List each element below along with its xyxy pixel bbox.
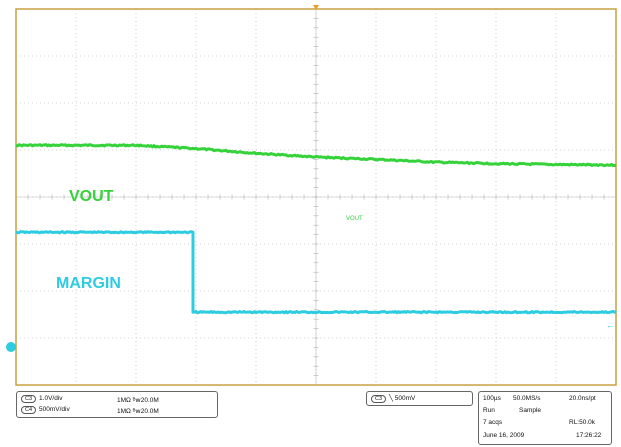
- timebase: 100µs: [483, 395, 501, 402]
- channel-ground-marker: [6, 342, 16, 352]
- run-state: Run: [483, 407, 495, 414]
- trigger-level-arrow-icon: ←: [606, 320, 615, 330]
- ch4-bandwidth: 20.0M: [140, 408, 159, 415]
- series-margin-trace: [15, 230, 617, 315]
- ch4-impedance: 1MΩ: [117, 408, 131, 415]
- channel-settings-panel: C3 1.0V/div 1MΩ ᴮ𝗐20.0M C4 500mV/div 1MΩ ᴮ…: [16, 391, 218, 418]
- channel-badge-c4[interactable]: C4: [21, 406, 37, 414]
- acquisition-mode: Sample: [519, 407, 542, 414]
- record-length: RL:50.0k: [569, 419, 596, 426]
- bandwidth-icon: ᴮ𝗐: [132, 397, 141, 404]
- trigger-position-marker: [313, 5, 319, 10]
- grid: [15, 8, 617, 386]
- bandwidth-icon: ᴮ𝗐: [132, 408, 141, 415]
- series-vout-trace: [15, 143, 617, 168]
- margin-label: MARGIN: [56, 275, 121, 292]
- trigger-panel: C3 ╲ 500mV: [366, 391, 473, 406]
- ch3-impedance: 1MΩ: [117, 397, 131, 404]
- sample-rate: 50.0MS/s: [513, 395, 541, 402]
- time: 17:26:22: [576, 432, 602, 439]
- ch3-bandwidth: 20.0M: [140, 397, 159, 404]
- ch4-scale: 500mV/div: [39, 406, 70, 413]
- rising-edge-icon: ╲: [389, 395, 393, 402]
- trigger-level: 500mV: [394, 395, 416, 402]
- vout-small-label: VOUT: [346, 216, 363, 222]
- series-layer: [15, 143, 617, 315]
- point-rate: 20.0ns/pt: [569, 395, 596, 402]
- markers-layer: ←: [6, 5, 615, 352]
- trigger-channel-badge[interactable]: C3: [371, 395, 387, 403]
- ch3-scale: 1.0V/div: [39, 395, 63, 402]
- channel-badge-c3[interactable]: C3: [21, 395, 37, 403]
- acquisition-panel: 100µs 50.0MS/s 20.0ns/pt Run Sample 7 ac…: [478, 391, 612, 445]
- acquisition-count: 7 acqs: [483, 419, 503, 426]
- vout-label: VOUT: [69, 188, 114, 205]
- date: June 16, 2009: [483, 432, 525, 439]
